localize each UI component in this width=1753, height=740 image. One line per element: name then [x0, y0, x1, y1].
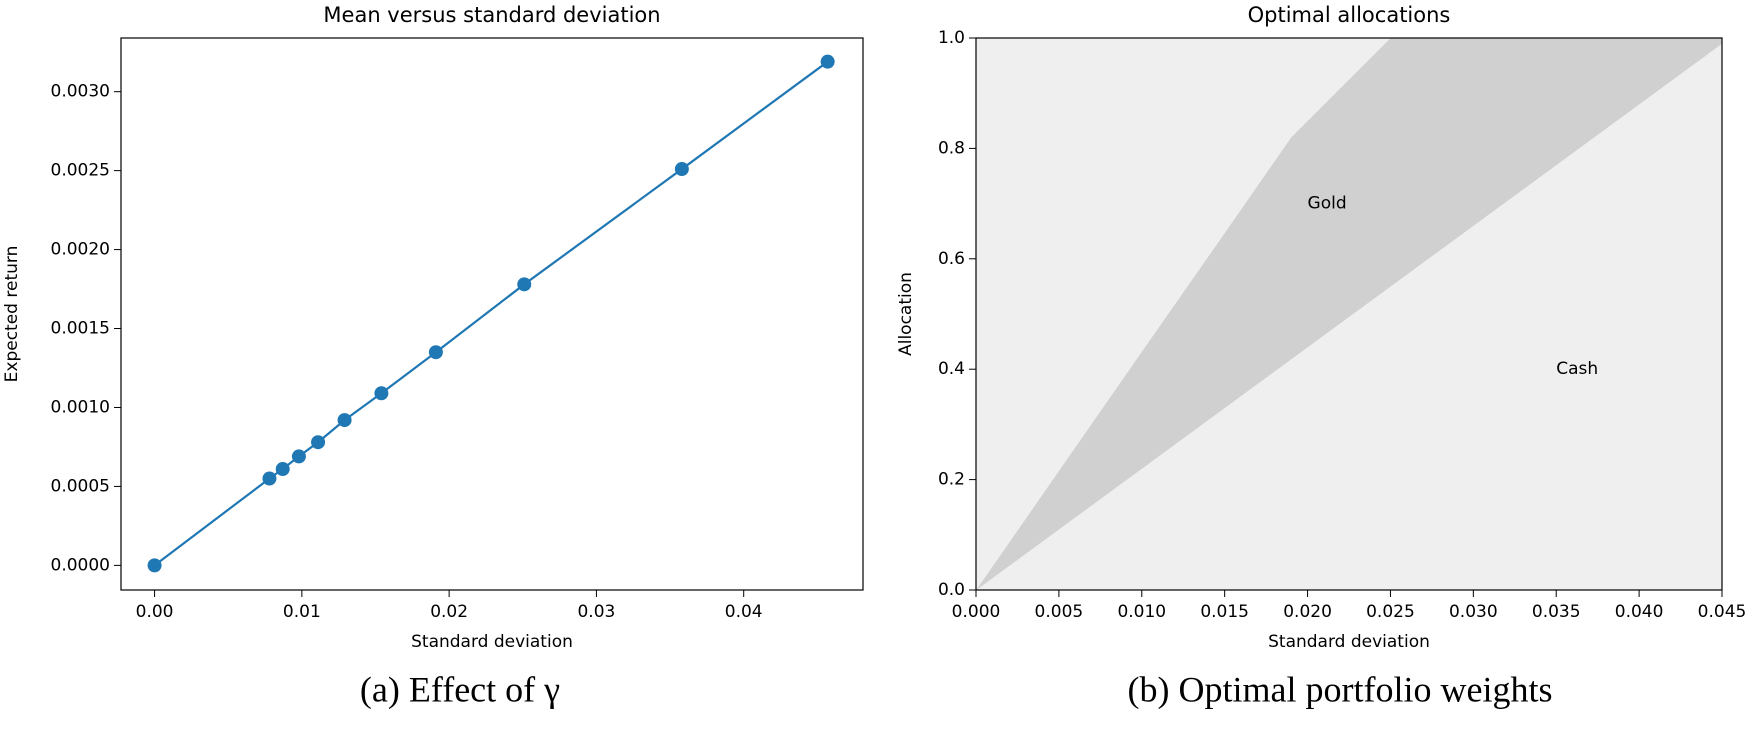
plot-frame: [975, 37, 1723, 591]
data-point: [275, 462, 290, 477]
x-tick-label: 0.00: [136, 602, 174, 622]
area-label: Cash: [1556, 359, 1598, 379]
x-tick-label: 0.040: [1615, 602, 1664, 622]
data-point: [674, 162, 689, 177]
y-tick-label: 0.2: [938, 470, 965, 490]
data-point: [262, 471, 277, 486]
y-axis-label: Allocation: [896, 272, 916, 356]
x-tick-label: 0.03: [577, 602, 615, 622]
y-tick-label: 0.0025: [51, 161, 110, 181]
caption: (b) Optimal portfolio weights: [1128, 669, 1553, 709]
data-point: [147, 558, 162, 573]
data-point: [517, 277, 532, 292]
y-tick-label: 0.0020: [51, 240, 110, 260]
x-tick-label: 0.01: [283, 602, 321, 622]
x-tick-label: 0.020: [1283, 602, 1332, 622]
y-tick-label: 0.4: [938, 359, 965, 379]
data-point: [337, 413, 352, 428]
data-point: [291, 449, 306, 464]
x-tick-label: 0.025: [1366, 602, 1415, 622]
x-tick-label: 0.015: [1200, 602, 1249, 622]
data-point: [820, 54, 835, 69]
caption: (a) Effect of γ: [360, 669, 560, 709]
plot-frame: [120, 37, 864, 591]
x-tick-label: 0.005: [1035, 602, 1084, 622]
x-tick-label: 0.02: [430, 602, 468, 622]
x-tick-label: 0.010: [1117, 602, 1166, 622]
x-tick-label: 0.030: [1449, 602, 1498, 622]
chart-title: Mean versus standard deviation: [323, 3, 660, 27]
x-tick-label: 0.045: [1698, 602, 1747, 622]
x-axis-label: Standard deviation: [411, 632, 573, 652]
x-tick-label: 0.000: [952, 602, 1001, 622]
y-tick-label: 0.0: [938, 580, 965, 600]
data-line: [153, 60, 829, 567]
y-tick-label: 0.8: [938, 138, 965, 158]
data-point: [374, 386, 389, 401]
y-tick-label: 0.0010: [51, 397, 110, 417]
data-point: [311, 435, 326, 450]
data-point: [428, 345, 443, 360]
x-tick-label: 0.035: [1532, 602, 1581, 622]
y-tick-label: 1.0: [938, 28, 965, 48]
y-tick-label: 0.0005: [51, 476, 110, 496]
y-tick-label: 0.0015: [51, 319, 110, 339]
x-axis-label: Standard deviation: [1268, 632, 1430, 652]
chart-title: Optimal allocations: [1248, 3, 1451, 27]
y-axis-label: Expected return: [2, 246, 22, 383]
y-tick-label: 0.6: [938, 249, 965, 269]
y-tick-label: 0.0000: [51, 555, 110, 575]
y-tick-label: 0.0030: [51, 82, 110, 102]
area-label: Gold: [1308, 194, 1347, 214]
x-tick-label: 0.04: [725, 602, 763, 622]
